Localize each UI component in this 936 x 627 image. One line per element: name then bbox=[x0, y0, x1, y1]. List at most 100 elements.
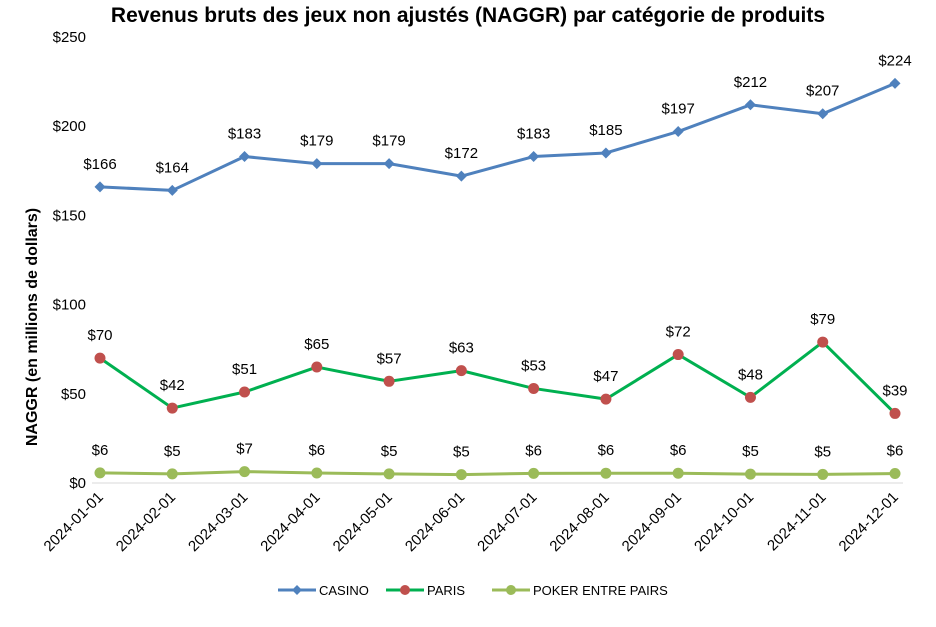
data-point-casino bbox=[311, 158, 323, 170]
series-line-poker-entre-pairs bbox=[99, 470, 896, 477]
data-point-poker-entre-pairs bbox=[455, 469, 467, 481]
data-point-paris bbox=[166, 402, 178, 414]
data-point-casino bbox=[455, 170, 467, 182]
data-label-poker-entre-pairs: $6 bbox=[887, 443, 904, 460]
data-point-paris bbox=[311, 361, 323, 373]
data-label-casino: $212 bbox=[734, 74, 767, 91]
y-tick-label: $100 bbox=[53, 297, 86, 314]
data-point-casino bbox=[672, 126, 684, 138]
series-line-paris bbox=[99, 340, 897, 415]
data-label-paris: $63 bbox=[449, 340, 474, 357]
y-tick-label: $0 bbox=[69, 475, 86, 492]
data-point-paris bbox=[528, 382, 540, 394]
x-tick-label: 2024-09-01 bbox=[619, 489, 685, 555]
x-tick-label: 2024-06-01 bbox=[402, 489, 468, 555]
x-tick-label: 2024-04-01 bbox=[257, 489, 323, 555]
data-point-paris bbox=[383, 375, 395, 387]
data-point-casino bbox=[744, 99, 756, 111]
data-point-paris bbox=[94, 352, 106, 364]
data-point-poker-entre-pairs bbox=[383, 468, 395, 480]
data-point-poker-entre-pairs bbox=[239, 466, 251, 478]
data-point-poker-entre-pairs bbox=[889, 468, 901, 480]
x-tick-label: 2024-10-01 bbox=[691, 489, 757, 555]
data-label-casino: $207 bbox=[806, 83, 839, 100]
data-point-casino bbox=[166, 184, 178, 196]
data-label-casino: $197 bbox=[661, 101, 694, 118]
y-tick-label: $150 bbox=[53, 207, 86, 224]
data-point-paris bbox=[239, 386, 251, 398]
data-point-poker-entre-pairs bbox=[600, 467, 612, 479]
data-point-poker-entre-pairs bbox=[528, 467, 540, 479]
x-tick-label: 2024-12-01 bbox=[836, 489, 902, 555]
x-tick-label: 2024-07-01 bbox=[474, 489, 540, 555]
x-tick-label: 2024-05-01 bbox=[330, 489, 396, 555]
data-label-paris: $42 bbox=[160, 377, 185, 394]
data-point-casino bbox=[600, 147, 612, 159]
data-label-poker-entre-pairs: $6 bbox=[670, 442, 687, 459]
legend-marker-casino bbox=[292, 585, 302, 595]
data-label-paris: $57 bbox=[377, 350, 402, 367]
data-point-casino bbox=[239, 151, 251, 163]
x-tick-label: 2024-11-01 bbox=[764, 489, 829, 554]
data-point-poker-entre-pairs bbox=[817, 468, 829, 480]
data-label-poker-entre-pairs: $5 bbox=[381, 443, 398, 460]
data-label-casino: $172 bbox=[445, 145, 478, 162]
data-point-casino bbox=[889, 77, 901, 89]
data-label-poker-entre-pairs: $5 bbox=[814, 443, 831, 460]
data-label-paris: $70 bbox=[87, 327, 112, 344]
x-tick-label: 2024-08-01 bbox=[546, 489, 612, 555]
data-point-paris bbox=[744, 391, 756, 403]
data-point-paris bbox=[455, 365, 467, 377]
data-point-paris bbox=[600, 393, 612, 405]
series-line-casino bbox=[99, 82, 896, 192]
data-point-poker-entre-pairs bbox=[166, 468, 178, 480]
data-label-poker-entre-pairs: $6 bbox=[92, 442, 109, 459]
data-label-casino: $179 bbox=[372, 133, 405, 150]
data-label-paris: $65 bbox=[304, 336, 329, 353]
data-label-poker-entre-pairs: $5 bbox=[164, 443, 181, 460]
data-point-poker-entre-pairs bbox=[94, 467, 106, 479]
y-tick-label: $250 bbox=[53, 29, 86, 46]
data-label-poker-entre-pairs: $6 bbox=[525, 442, 542, 459]
data-label-casino: $179 bbox=[300, 133, 333, 150]
data-label-poker-entre-pairs: $5 bbox=[453, 444, 470, 461]
legend-label-paris: PARIS bbox=[427, 583, 465, 598]
data-label-paris: $48 bbox=[738, 366, 763, 383]
legend-marker-paris bbox=[400, 585, 410, 595]
y-tick-label: $200 bbox=[53, 118, 86, 135]
data-label-casino: $183 bbox=[517, 126, 550, 143]
data-label-paris: $53 bbox=[521, 357, 546, 374]
legend-label-casino: CASINO bbox=[319, 583, 369, 598]
data-label-paris: $47 bbox=[593, 368, 618, 385]
data-point-poker-entre-pairs bbox=[311, 467, 323, 479]
data-point-casino bbox=[528, 151, 540, 163]
data-point-paris bbox=[817, 336, 829, 348]
data-label-casino: $185 bbox=[589, 122, 622, 139]
data-label-casino: $224 bbox=[878, 52, 911, 69]
chart-title: Revenus bruts des jeux non ajustés (NAGG… bbox=[110, 4, 826, 27]
data-point-paris bbox=[672, 349, 684, 361]
y-tick-label: $50 bbox=[61, 386, 86, 403]
data-label-paris: $51 bbox=[232, 361, 257, 378]
data-label-paris: $79 bbox=[810, 311, 835, 328]
data-point-poker-entre-pairs bbox=[744, 468, 756, 480]
legend-marker-poker-entre-pairs bbox=[506, 585, 516, 595]
data-label-poker-entre-pairs: $6 bbox=[308, 442, 325, 459]
x-tick-label: 2024-02-01 bbox=[113, 489, 179, 555]
data-label-casino: $164 bbox=[156, 159, 189, 176]
data-label-poker-entre-pairs: $6 bbox=[598, 442, 615, 459]
data-label-casino: $183 bbox=[228, 126, 261, 143]
data-label-paris: $39 bbox=[882, 382, 907, 399]
data-label-poker-entre-pairs: $5 bbox=[742, 443, 759, 460]
legend-label-poker-entre-pairs: POKER ENTRE PAIRS bbox=[533, 583, 668, 598]
data-label-paris: $72 bbox=[666, 324, 691, 341]
x-tick-label: 2024-01-01 bbox=[41, 489, 107, 555]
data-point-casino bbox=[94, 181, 106, 193]
y-axis-label: NAGGR (en millions de dollars) bbox=[24, 208, 41, 446]
data-point-casino bbox=[817, 108, 829, 120]
data-point-paris bbox=[889, 407, 901, 419]
data-label-casino: $166 bbox=[83, 156, 116, 173]
x-tick-label: 2024-03-01 bbox=[185, 489, 251, 555]
data-label-poker-entre-pairs: $7 bbox=[236, 441, 253, 458]
